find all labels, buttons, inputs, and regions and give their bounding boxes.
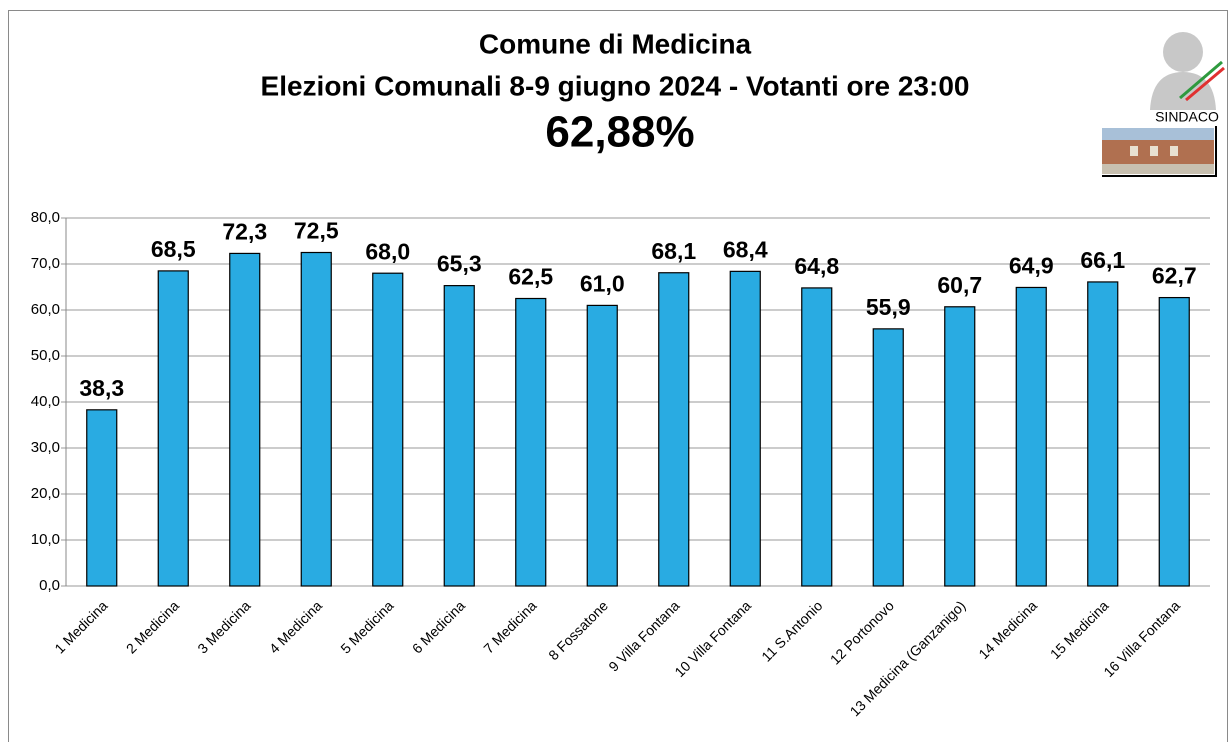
- chart-title: Comune di Medicina: [479, 28, 752, 59]
- bar: [301, 253, 331, 587]
- value-label: 72,5: [294, 218, 339, 244]
- value-label: 72,3: [222, 218, 267, 244]
- logo-window: [1130, 146, 1138, 156]
- bar: [158, 271, 188, 586]
- value-label: 62,7: [1152, 263, 1197, 289]
- bar: [1088, 282, 1118, 586]
- value-label: 62,5: [508, 264, 553, 290]
- value-label: 65,3: [437, 251, 482, 277]
- y-tick-label: 0,0: [39, 577, 60, 594]
- bar: [1159, 298, 1189, 586]
- bar: [873, 329, 903, 586]
- y-tick-label: 40,0: [31, 393, 60, 410]
- y-tick-label: 60,0: [31, 301, 60, 318]
- bar: [87, 410, 117, 586]
- bar: [1016, 287, 1046, 586]
- bar: [230, 253, 260, 586]
- chart-subtitle: Elezioni Comunali 8-9 giugno 2024 - Vota…: [261, 70, 970, 101]
- value-label: 38,3: [79, 375, 124, 401]
- value-label: 68,0: [365, 238, 410, 264]
- bar: [373, 273, 403, 586]
- y-tick-label: 50,0: [31, 347, 60, 364]
- value-label: 61,0: [580, 270, 625, 296]
- logo-text: SINDACO: [1155, 109, 1219, 125]
- y-tick-label: 20,0: [31, 485, 60, 502]
- value-label: 66,1: [1080, 247, 1125, 273]
- value-label: 64,8: [794, 253, 839, 279]
- y-tick-label: 70,0: [31, 255, 60, 272]
- value-label: 55,9: [866, 294, 911, 320]
- value-label: 68,5: [151, 236, 196, 262]
- logo-sky: [1102, 128, 1214, 140]
- value-label: 68,4: [723, 236, 768, 262]
- bar: [730, 271, 760, 586]
- logo-street: [1102, 164, 1214, 174]
- chart: Comune di Medicina Elezioni Comunali 8-9…: [0, 0, 1230, 742]
- y-tick-label: 80,0: [31, 209, 60, 226]
- value-label: 60,7: [937, 272, 982, 298]
- bar: [945, 307, 975, 586]
- bar: [802, 288, 832, 586]
- value-label: 64,9: [1009, 253, 1054, 279]
- bar: [516, 299, 546, 587]
- bar: [659, 273, 689, 586]
- y-tick-label: 30,0: [31, 439, 60, 456]
- logo-window: [1150, 146, 1158, 156]
- value-label: 68,1: [651, 238, 696, 264]
- chart-annotation: 62,88%: [545, 108, 694, 157]
- logo-window: [1170, 146, 1178, 156]
- logo-head: [1163, 32, 1203, 72]
- bar: [444, 286, 474, 586]
- bar: [587, 305, 617, 586]
- y-tick-label: 10,0: [31, 531, 60, 548]
